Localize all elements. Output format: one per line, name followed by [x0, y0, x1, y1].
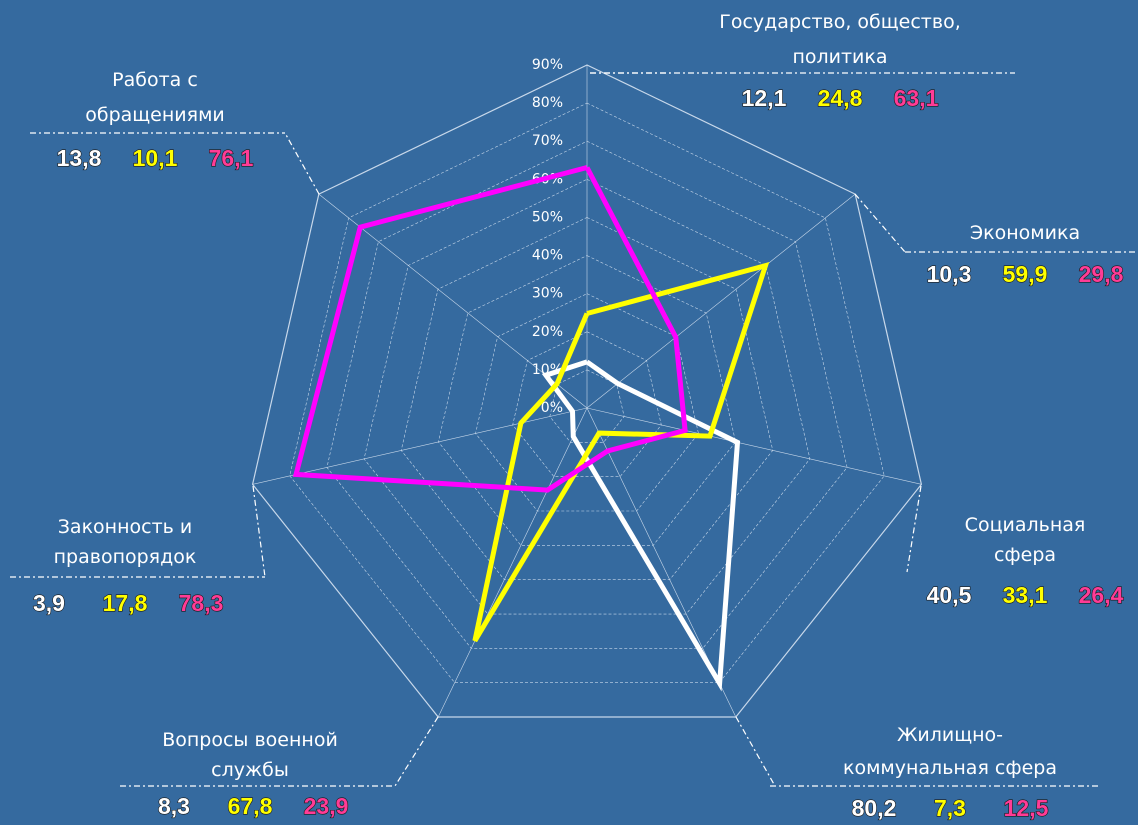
category-line: сфера	[994, 544, 1056, 566]
value-label: 26,4	[1079, 582, 1124, 608]
category-label: Законность и правопорядок	[54, 516, 197, 568]
r-tick-label: 70%	[532, 133, 563, 149]
r-tick-label: 50%	[532, 209, 563, 225]
value-label: 40,5	[927, 582, 972, 608]
grid-ring	[326, 140, 848, 649]
grid-ring	[251, 64, 923, 718]
value-label: 10,3	[927, 261, 972, 287]
value-label: 24,8	[818, 85, 863, 111]
leader-line	[284, 132, 320, 195]
category-label: Вопросы военной службы	[162, 729, 338, 781]
value-label: 8,3	[158, 793, 190, 819]
spoke	[252, 407, 588, 485]
value-label: 78,3	[179, 590, 224, 616]
leader-line	[906, 485, 922, 573]
category-line: Законность и	[58, 516, 193, 538]
value-label: 17,8	[103, 590, 148, 616]
leader-line	[854, 193, 906, 253]
category-line: Жилищно-	[897, 724, 1003, 746]
category-label: Экономика	[970, 222, 1080, 244]
value-label: 12,1	[742, 85, 787, 111]
value-label: 23,9	[304, 793, 349, 819]
value-label: 29,8	[1079, 261, 1124, 287]
category-line: политика	[792, 46, 887, 68]
r-tick-label: 40%	[532, 248, 563, 264]
value-label: 12,5	[1004, 795, 1049, 821]
category-label: Работа с обращениями	[85, 69, 225, 126]
r-tick-label: 30%	[532, 286, 563, 302]
value-label: 33,1	[1003, 582, 1048, 608]
r-tick-label: 0%	[541, 400, 563, 416]
series-line	[292, 165, 688, 493]
category-line: Экономика	[970, 222, 1080, 244]
value-label: 63,1	[894, 85, 939, 111]
category-label: Государство, общество, политика	[719, 11, 960, 68]
spoke	[318, 193, 588, 409]
grid-ring	[475, 293, 699, 512]
grid-ring	[512, 331, 662, 477]
series-line	[472, 262, 770, 643]
category-line: Работа с	[112, 69, 198, 91]
value-label: 10,1	[133, 145, 178, 171]
category-line: Государство, общество,	[719, 11, 960, 33]
category-line: Социальная	[965, 514, 1086, 536]
value-label: 76,1	[209, 145, 254, 171]
value-label: 80,2	[852, 795, 897, 821]
grid-ring	[438, 255, 736, 546]
leader-line	[252, 485, 266, 578]
value-label: 67,8	[228, 793, 273, 819]
leader-line	[735, 716, 776, 787]
category-label: Жилищно-коммунальная сфера	[843, 724, 1057, 779]
value-label: 13,8	[57, 145, 102, 171]
value-label: 59,9	[1003, 261, 1048, 287]
category-line: правопорядок	[54, 546, 197, 568]
r-tick-label: 90%	[532, 57, 563, 73]
r-tick-label: 20%	[532, 324, 563, 340]
spoke	[586, 193, 856, 409]
grid-ring	[400, 217, 774, 580]
value-label: 3,9	[33, 590, 65, 616]
series-line	[541, 359, 741, 692]
category-line: Вопросы военной	[162, 729, 338, 751]
category-line: службы	[211, 759, 289, 781]
value-label: 7,3	[934, 795, 966, 821]
category-line: коммунальная сфера	[843, 757, 1057, 779]
category-line: обращениями	[85, 104, 225, 126]
grid-ring	[289, 102, 885, 683]
r-tick-label: 80%	[532, 95, 563, 111]
grid-ring	[363, 179, 811, 615]
spoke	[437, 407, 588, 718]
category-label: Социальная сфера	[965, 514, 1086, 566]
spoke	[586, 407, 922, 485]
